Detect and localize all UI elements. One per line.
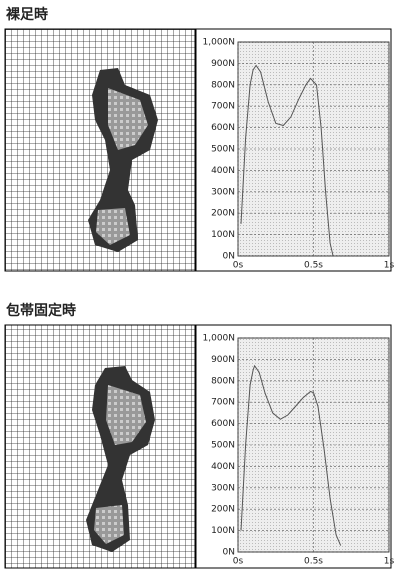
y-tick-label: 600N (211, 419, 235, 429)
y-tick-label: 200N (211, 505, 235, 515)
panel-title: 裸足時 (6, 6, 48, 23)
x-tick-label: 0s (233, 261, 244, 271)
y-tick-label: 300N (211, 187, 235, 197)
panel-title: 包帯固定時 (6, 302, 76, 319)
y-tick-label: 100N (211, 230, 235, 240)
y-tick-label: 400N (211, 462, 235, 472)
y-tick-label: 1,000N (203, 334, 236, 344)
y-tick-label: 800N (211, 376, 235, 386)
pressure-map (5, 325, 195, 568)
y-tick-label: 300N (211, 483, 235, 493)
y-tick-label: 500N (211, 441, 235, 451)
y-tick-label: 800N (211, 80, 235, 90)
y-tick-label: 900N (211, 355, 235, 365)
y-tick-label: 700N (211, 398, 235, 408)
y-tick-label: 200N (211, 209, 235, 219)
y-tick-label: 500N (211, 145, 235, 155)
y-tick-label: 400N (211, 166, 235, 176)
y-tick-label: 600N (211, 123, 235, 133)
x-tick-label: 0.5s (304, 557, 323, 567)
x-tick-label: 0.5s (304, 261, 323, 271)
x-tick-label: 0s (233, 557, 244, 567)
y-tick-label: 1,000N (203, 38, 236, 48)
figure: 裸足時0N100N200N300N400N500N600N700N800N900… (0, 0, 396, 570)
y-tick-label: 700N (211, 102, 235, 112)
x-tick-label: 1s (384, 261, 395, 271)
x-tick-label: 1s (384, 557, 395, 567)
y-tick-label: 100N (211, 526, 235, 536)
pressure-map (5, 29, 195, 271)
y-tick-label: 900N (211, 59, 235, 69)
